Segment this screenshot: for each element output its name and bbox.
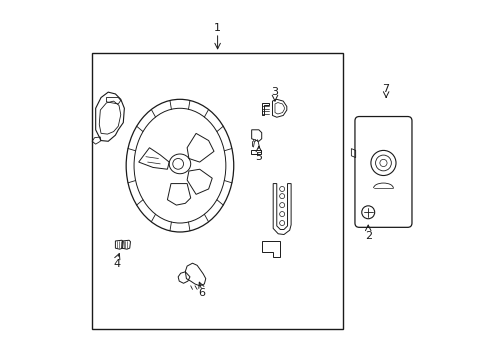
Text: 2: 2: [364, 231, 371, 240]
Text: 1: 1: [214, 23, 221, 33]
Bar: [92, 53, 343, 329]
Text: 3: 3: [271, 87, 278, 97]
Text: 4: 4: [113, 259, 121, 269]
Text: 6: 6: [198, 288, 204, 298]
Text: 7: 7: [382, 84, 389, 94]
Text: 5: 5: [255, 152, 262, 162]
